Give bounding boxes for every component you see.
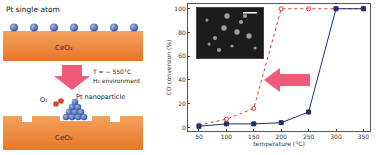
svg-text:Pt nanoparticle: Pt nanoparticle: [76, 93, 125, 101]
svg-text:0: 0: [182, 124, 186, 131]
svg-text:200: 200: [275, 133, 287, 140]
svg-text:150: 150: [248, 133, 260, 140]
svg-text:CeO₂: CeO₂: [55, 44, 73, 52]
svg-text:100: 100: [221, 133, 233, 140]
svg-text:300: 300: [330, 133, 342, 140]
svg-text:20: 20: [178, 100, 186, 107]
svg-text:80: 80: [178, 29, 186, 36]
svg-text:50: 50: [195, 133, 203, 140]
svg-text:CeO₂: CeO₂: [55, 134, 73, 142]
svg-text:CO conversion (%): CO conversion (%): [165, 40, 172, 96]
svg-text:250: 250: [303, 133, 315, 140]
svg-text:60: 60: [178, 52, 186, 59]
svg-text:40: 40: [178, 76, 186, 83]
svg-text:O₂: O₂: [40, 96, 48, 104]
svg-text:T = ~ 550°C: T = ~ 550°C: [92, 68, 131, 75]
svg-text:100: 100: [174, 5, 186, 12]
svg-text:350: 350: [358, 133, 370, 140]
svg-text:H₂ environment: H₂ environment: [93, 77, 141, 84]
svg-text:Pt single atom: Pt single atom: [6, 5, 60, 14]
svg-text:temperature (°C): temperature (°C): [253, 140, 305, 148]
